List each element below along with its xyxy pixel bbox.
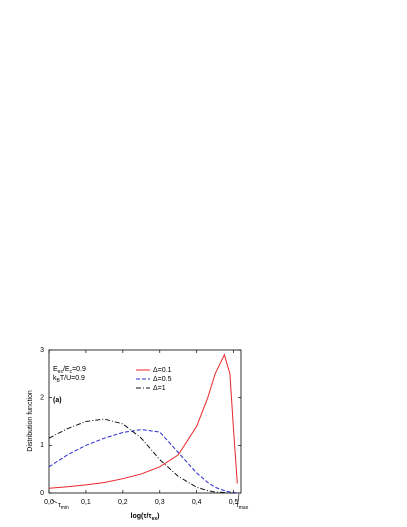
annotation: Eex/Ec=0.9 (53, 366, 86, 375)
x-axis-label: log(τ/τex) (131, 513, 160, 522)
legend-label: Δ=1 (153, 385, 166, 392)
annotation-sub: B (57, 378, 61, 384)
annotation-sub: ex (58, 369, 64, 375)
x-tick-label: 0,2 (118, 499, 128, 506)
annotation-part: k (53, 375, 57, 382)
plot-frame (48, 349, 242, 494)
y-tick-label: 3 (40, 347, 44, 354)
annotation: kBT/U=0.9 (53, 375, 85, 384)
annotation-sub: c (70, 369, 73, 375)
annotation-sub: max (239, 505, 249, 511)
tau-pointer (51, 499, 58, 504)
series-line (48, 353, 238, 489)
x-tick-label: 0,4 (192, 499, 202, 506)
annotation-part: /E (63, 366, 70, 373)
annotation: (a) (53, 397, 62, 404)
legend-label: Δ=0.1 (153, 367, 172, 374)
annotation-part: τ (58, 502, 61, 509)
series-line (48, 429, 238, 494)
x-tick-label: 0,1 (81, 499, 91, 506)
annotation-part: E (53, 366, 58, 373)
x-axis-label-sub: ex (152, 516, 158, 522)
x-tick-label: 0,0 (44, 499, 54, 506)
x-tick-label: 0,5 (229, 499, 239, 506)
y-tick-label: 1 (40, 442, 44, 449)
annotation: τmin (58, 502, 69, 511)
series-line (48, 418, 238, 494)
y-tick-label: 2 (40, 395, 44, 402)
annotation-sub: min (61, 505, 69, 511)
x-axis-label-part: log(τ/τ (131, 513, 153, 520)
annotation-part: τ (236, 502, 239, 509)
y-axis-label: Distribution function (27, 390, 34, 452)
annotation-part: =0.9 (72, 366, 86, 373)
y-tick-label: 0 (40, 490, 44, 497)
annotation-part: (a) (53, 397, 62, 404)
x-tick-label: 0,3 (155, 499, 165, 506)
x-axis-label-part: ) (157, 513, 159, 520)
tau-pointer (237, 493, 240, 503)
annotation: τmax (236, 502, 249, 511)
annotation-part: T/U=0.9 (60, 375, 85, 382)
legend-label: Δ=0.5 (153, 376, 172, 383)
